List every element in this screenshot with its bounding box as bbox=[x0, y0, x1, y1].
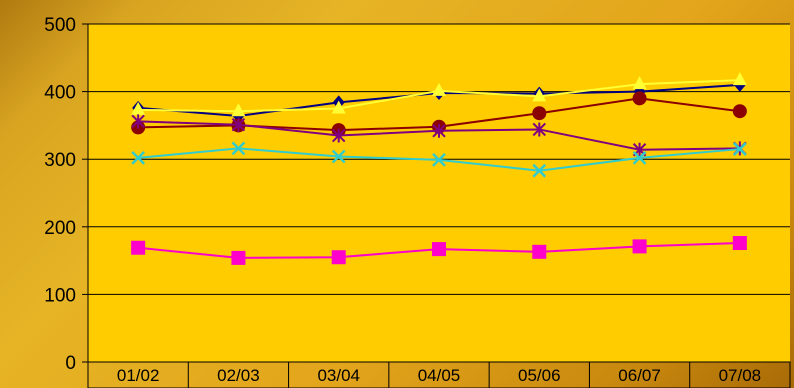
x-tick-label: 07/08 bbox=[719, 366, 762, 385]
data-point bbox=[632, 150, 647, 165]
y-tick-label: 100 bbox=[44, 285, 76, 306]
data-point bbox=[632, 239, 647, 254]
data-point bbox=[131, 101, 146, 115]
data-point bbox=[732, 236, 747, 251]
x-tick-label: 03/04 bbox=[317, 366, 360, 385]
series-2 bbox=[131, 72, 747, 117]
data-point bbox=[432, 123, 446, 138]
data-point bbox=[732, 142, 747, 156]
data-point bbox=[732, 72, 747, 86]
data-point bbox=[231, 117, 246, 132]
series-6 bbox=[131, 236, 747, 265]
data-point bbox=[332, 128, 346, 143]
data-point bbox=[331, 250, 346, 265]
data-point bbox=[231, 250, 246, 265]
x-tick-label: 04/05 bbox=[418, 366, 461, 385]
data-point bbox=[231, 141, 246, 156]
data-point bbox=[532, 106, 547, 121]
series-5 bbox=[131, 141, 747, 178]
data-point bbox=[131, 240, 146, 255]
data-point bbox=[432, 242, 446, 257]
data-point bbox=[131, 114, 145, 129]
x-axis: 01/02 02/03 03/04 04/05 05/06 06/07 07/08 bbox=[87, 361, 791, 388]
data-point bbox=[532, 88, 547, 102]
data-point bbox=[432, 152, 446, 167]
x-tick-label: 02/03 bbox=[217, 366, 260, 385]
data-point bbox=[532, 244, 547, 259]
y-axis: 0 100 200 300 400 500 bbox=[44, 15, 89, 388]
data-point bbox=[432, 82, 446, 96]
plot-area bbox=[88, 24, 790, 362]
series-layer bbox=[131, 72, 747, 265]
data-point bbox=[231, 103, 246, 117]
y-tick-label: 500 bbox=[44, 15, 76, 36]
x-tick-label: 05/06 bbox=[518, 366, 561, 385]
data-point bbox=[532, 122, 546, 137]
x-tick-label: 01/02 bbox=[117, 366, 160, 385]
data-point bbox=[732, 104, 747, 119]
y-tick-label: 400 bbox=[44, 83, 76, 104]
data-point bbox=[632, 76, 647, 90]
data-point bbox=[131, 150, 146, 165]
data-point bbox=[331, 100, 346, 114]
data-point bbox=[331, 149, 346, 164]
y-tick-label: 300 bbox=[44, 150, 76, 171]
category-row bbox=[87, 361, 791, 388]
y-tick-label: 0 bbox=[65, 353, 76, 374]
data-point bbox=[532, 163, 547, 178]
data-point bbox=[632, 91, 647, 106]
x-tick-label: 06/07 bbox=[618, 366, 661, 385]
y-tick-label: 200 bbox=[44, 218, 76, 239]
